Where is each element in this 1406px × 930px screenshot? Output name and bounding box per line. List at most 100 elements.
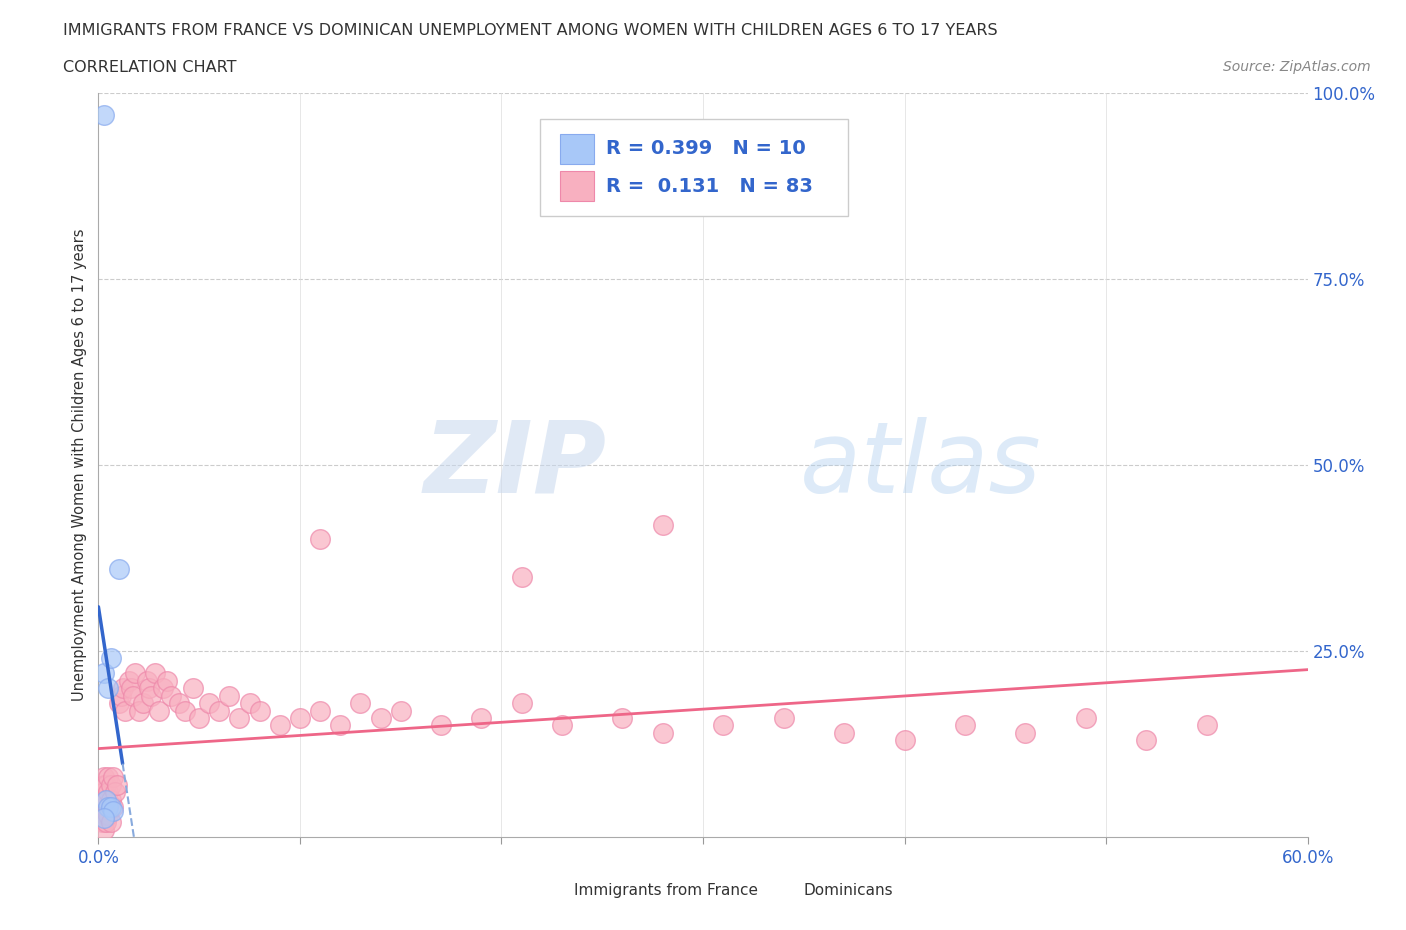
Point [93, 785, 115, 800]
Point [89, 792, 111, 807]
Text: ZIP: ZIP [423, 417, 606, 513]
Point [389, 703, 412, 718]
Point [93, 815, 115, 830]
Point [93, 777, 115, 792]
Point [93, 108, 115, 123]
Point [269, 718, 291, 733]
Point [101, 770, 124, 785]
Point [97, 800, 120, 815]
Point [91, 800, 114, 815]
Point [832, 725, 855, 740]
Point [156, 673, 179, 688]
Point [143, 666, 166, 681]
Point [288, 711, 311, 725]
Point [96, 792, 118, 807]
FancyBboxPatch shape [561, 134, 595, 164]
Point [100, 777, 122, 792]
Point [510, 569, 533, 584]
Point [651, 725, 673, 740]
Point [93, 811, 115, 826]
Point [97, 807, 120, 822]
Point [349, 696, 371, 711]
Point [198, 696, 221, 711]
Point [309, 532, 332, 547]
Point [97, 770, 120, 785]
Text: CORRELATION CHART: CORRELATION CHART [63, 60, 236, 75]
Point [97, 785, 120, 800]
Point [160, 688, 183, 703]
Point [370, 711, 392, 725]
Point [93, 800, 115, 815]
Point [1135, 733, 1157, 748]
Point [89, 800, 111, 815]
Text: Source: ZipAtlas.com: Source: ZipAtlas.com [1223, 60, 1371, 74]
Point [93, 822, 115, 837]
Point [612, 711, 634, 725]
Point [100, 800, 122, 815]
Point [93, 807, 115, 822]
FancyBboxPatch shape [769, 879, 796, 902]
Point [148, 703, 170, 718]
Point [651, 517, 673, 532]
Point [91, 785, 114, 800]
Point [329, 718, 352, 733]
Point [711, 718, 734, 733]
Point [93, 666, 115, 681]
Point [96, 815, 118, 830]
Text: R =  0.131   N = 83: R = 0.131 N = 83 [606, 177, 813, 195]
Point [135, 673, 157, 688]
Point [510, 696, 533, 711]
Point [118, 673, 141, 688]
Point [772, 711, 794, 725]
Point [132, 696, 155, 711]
Point [96, 807, 118, 822]
Point [470, 711, 492, 725]
Point [93, 792, 115, 807]
Point [91, 792, 114, 807]
Point [208, 703, 231, 718]
Point [1195, 718, 1218, 733]
Point [89, 807, 111, 822]
Point [103, 785, 125, 800]
Text: R = 0.399   N = 10: R = 0.399 N = 10 [606, 140, 806, 158]
Text: atlas: atlas [800, 417, 1042, 513]
Point [97, 681, 120, 696]
Point [1014, 725, 1036, 740]
Point [105, 777, 128, 792]
Text: Immigrants from France: Immigrants from France [574, 884, 758, 898]
Point [96, 792, 118, 807]
Point [96, 777, 118, 792]
Point [107, 696, 129, 711]
Point [128, 703, 150, 718]
Point [101, 800, 124, 815]
FancyBboxPatch shape [561, 171, 595, 201]
Point [100, 651, 122, 666]
Point [111, 681, 134, 696]
Point [121, 688, 143, 703]
Point [101, 804, 124, 818]
Point [93, 770, 115, 785]
Point [1074, 711, 1097, 725]
Point [120, 681, 142, 696]
Point [181, 681, 204, 696]
Point [124, 666, 146, 681]
Point [228, 711, 250, 725]
Point [893, 733, 915, 748]
Y-axis label: Unemployment Among Women with Children Ages 6 to 17 years: Unemployment Among Women with Children A… [72, 229, 87, 701]
Point [114, 703, 136, 718]
Point [100, 792, 122, 807]
Point [309, 703, 332, 718]
Point [551, 718, 574, 733]
Point [218, 688, 240, 703]
FancyBboxPatch shape [540, 119, 848, 216]
Point [91, 807, 114, 822]
Point [139, 688, 162, 703]
Point [138, 681, 160, 696]
FancyBboxPatch shape [540, 879, 567, 902]
Point [174, 703, 197, 718]
Point [107, 562, 129, 577]
Point [91, 815, 114, 830]
Point [430, 718, 453, 733]
Point [152, 681, 174, 696]
Point [249, 703, 271, 718]
